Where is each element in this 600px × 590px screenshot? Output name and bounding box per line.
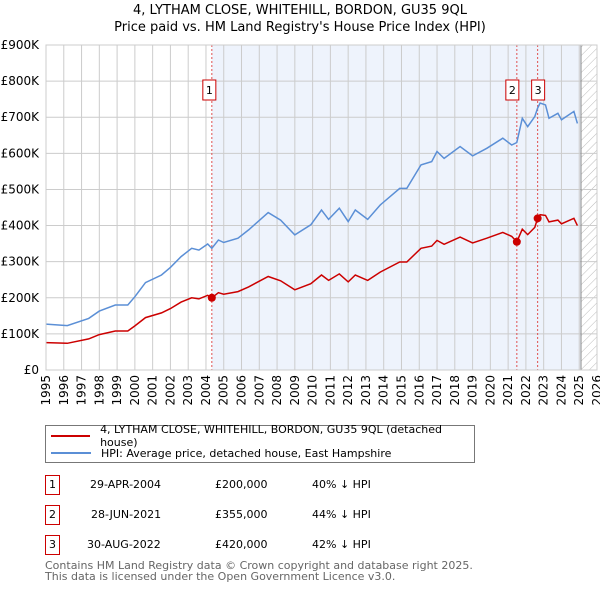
x-tick-label: 2026	[590, 375, 600, 406]
sale-label-box	[505, 79, 520, 101]
legend-item-property: 4, LYTHAM CLOSE, WHITEHILL, BORDON, GU35…	[51, 423, 474, 449]
sale-date: 28-JUN-2021	[91, 508, 162, 521]
sale-hpi: 42% ↓ HPI	[312, 538, 371, 551]
legend-swatch-blue	[51, 452, 91, 454]
x-tick-label: 2019	[466, 375, 480, 406]
sale-row: 1 29-APR-2004 £200,000 40% ↓ HPI	[45, 475, 545, 495]
y-tick-label: £100K	[1, 327, 41, 341]
x-tick-label: 2003	[181, 375, 195, 406]
x-tick-label: 2008	[270, 375, 284, 406]
sale-label: 3	[535, 84, 542, 97]
sale-price: £355,000	[215, 508, 268, 521]
legend-swatch-red	[51, 435, 91, 437]
x-tick-label: 2009	[288, 375, 302, 406]
sale-price: £420,000	[215, 538, 268, 551]
x-tick-label: 2016	[412, 375, 426, 406]
sale-label: 1	[206, 84, 213, 97]
x-tick-label: 2010	[306, 375, 320, 406]
x-tick-label: 2018	[448, 375, 462, 406]
sale-badge: 1	[45, 475, 60, 495]
y-tick-label: £900K	[1, 38, 41, 52]
y-tick-label: £400K	[1, 219, 41, 233]
sale-hpi: 40% ↓ HPI	[312, 478, 371, 491]
x-tick-label: 2022	[519, 375, 533, 406]
plot-border	[45, 44, 598, 371]
x-tick-label: 1998	[92, 375, 106, 406]
x-tick-label: 1995	[39, 375, 53, 406]
y-tick-label: £200K	[1, 291, 41, 305]
x-tick-label: 2013	[359, 375, 373, 406]
legend-item-hpi: HPI: Average price, detached house, East…	[51, 445, 391, 461]
y-tick-label: £700K	[1, 110, 41, 124]
shaded-region	[211, 45, 582, 370]
sale-row: 3 30-AUG-2022 £420,000 42% ↓ HPI	[45, 535, 545, 555]
sale-label: 2	[509, 84, 516, 97]
x-tick-label: 2006	[235, 375, 249, 406]
x-tick-label: 2002	[163, 375, 177, 406]
sale-point	[512, 237, 521, 246]
sale-label-box	[531, 79, 546, 101]
legend-label: 4, LYTHAM CLOSE, WHITEHILL, BORDON, GU35…	[100, 423, 442, 449]
forecast-hatch	[581, 45, 597, 370]
sale-date: 29-APR-2004	[90, 478, 162, 491]
x-tick-label: 2007	[252, 375, 266, 406]
sale-hpi: 44% ↓ HPI	[312, 508, 371, 521]
x-tick-label: 2004	[199, 375, 213, 406]
footer-copyright: Contains HM Land Registry data © Crown c…	[45, 559, 473, 572]
y-tick-label: £0	[24, 363, 39, 377]
x-tick-label: 2005	[217, 375, 231, 406]
price-paid-line	[45, 213, 579, 345]
sale-date: 30-AUG-2022	[87, 538, 161, 551]
x-tick-label: 2015	[394, 375, 408, 406]
sale-row: 2 28-JUN-2021 £355,000 44% ↓ HPI	[45, 505, 545, 525]
x-tick-label: 2024	[554, 375, 568, 406]
x-tick-label: 2001	[146, 375, 160, 406]
x-tick-label: 1997	[75, 375, 89, 406]
plot-area: 1995 1996 1997 1998 1999 2000 2001 2002 2003 2004…	[1, 38, 600, 406]
x-tick-label: 2020	[483, 375, 497, 406]
hpi-line	[45, 102, 579, 327]
x-tick-label: 2025	[572, 375, 586, 406]
y-tick-label: £800K	[1, 74, 41, 88]
x-tick-label: 1996	[57, 375, 71, 406]
y-tick-label: £500K	[1, 182, 41, 196]
y-tick-label: £600K	[1, 146, 41, 160]
y-tick-label: £300K	[1, 255, 41, 269]
x-tick-label: 2012	[341, 375, 355, 406]
sale-badge: 3	[45, 535, 60, 555]
x-tick-label: 2000	[128, 375, 142, 406]
sale-badge: 2	[45, 505, 60, 525]
sale-price: £200,000	[215, 478, 268, 491]
x-tick-label: 2014	[377, 375, 391, 406]
x-tick-label: 2011	[323, 375, 337, 406]
x-tick-label: 2023	[537, 375, 551, 406]
x-tick-label: 1999	[110, 375, 124, 406]
sale-point	[207, 293, 216, 302]
legend-label: HPI: Average price, detached house, East…	[101, 446, 392, 460]
sale-point	[533, 214, 542, 223]
chart-subtitle: Price paid vs. HM Land Registry's House …	[114, 20, 486, 35]
legend: 4, LYTHAM CLOSE, WHITEHILL, BORDON, GU35…	[45, 423, 475, 463]
x-tick-label: 2017	[430, 375, 444, 406]
sale-label-box	[202, 79, 217, 101]
x-tick-label: 2021	[501, 375, 515, 406]
chart-title: 4, LYTHAM CLOSE, WHITEHILL, BORDON, GU35…	[133, 3, 467, 18]
footer-licence: This data is licensed under the Open Gov…	[45, 570, 396, 583]
